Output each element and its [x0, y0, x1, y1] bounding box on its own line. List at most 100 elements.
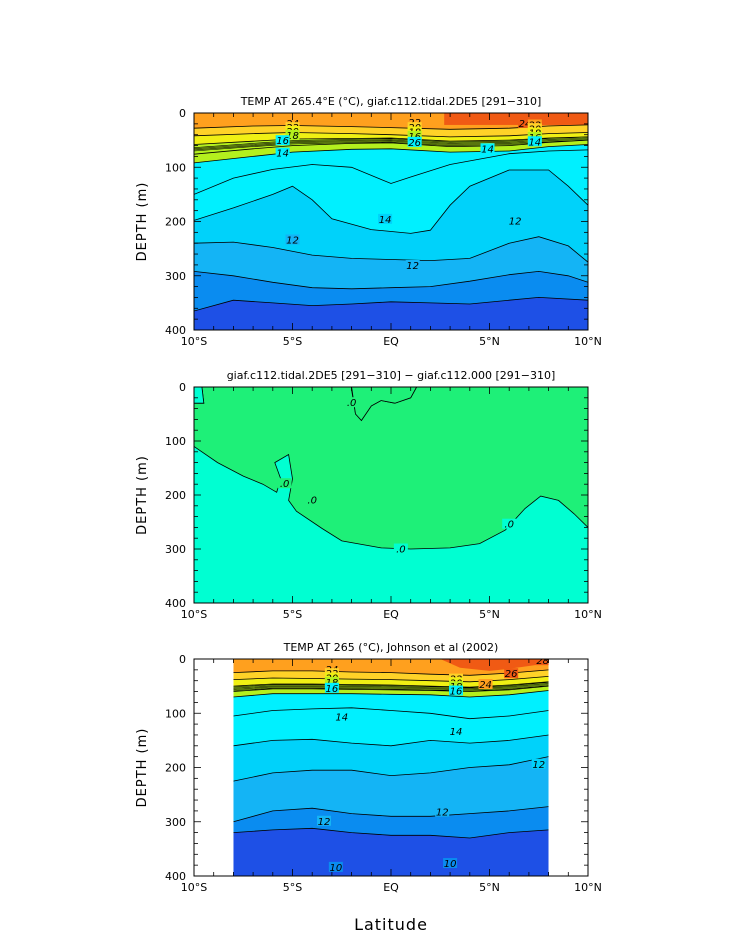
contour-label: .0	[307, 495, 317, 506]
x-tick-label: 5°N	[479, 335, 500, 348]
x-tick-label: 10°N	[574, 335, 602, 348]
contour-label-bg	[334, 711, 349, 722]
temperature-band	[194, 136, 588, 155]
contour-label-bg	[535, 659, 549, 666]
panel-title: giaf.c112.tidal.2DE5 [291−310] − giaf.c1…	[227, 369, 556, 382]
temperature-band	[233, 735, 549, 782]
x-tick-label: EQ	[383, 335, 399, 348]
contour-label: .0	[396, 545, 406, 556]
x-tick-label: EQ	[383, 608, 399, 621]
temperature-band	[194, 271, 588, 311]
contour-label-bg	[443, 858, 458, 869]
x-tick-label: 10°S	[181, 608, 207, 621]
panel-3-axes: 10°S 5°S EQ 5°N 10°N 0 100 200 300 400 TEMP AT 265…	[135, 641, 602, 934]
temperature-band	[233, 806, 549, 838]
contour-label: 16	[450, 687, 463, 698]
y-tick-label: 300	[165, 543, 186, 556]
contour-label-bg	[502, 518, 517, 529]
contour-label-bg	[517, 117, 532, 128]
panel-3-plot: 24222018161414121212101028262422201816	[233, 659, 549, 876]
contour-label-bg	[405, 259, 420, 270]
contour-label: 14	[528, 137, 541, 148]
x-tick-label: 10°N	[574, 881, 602, 894]
temperature-band	[194, 297, 588, 330]
contour-label-bg	[324, 676, 339, 687]
isotherm-line	[233, 669, 549, 676]
warm-pool-band	[440, 659, 549, 671]
contour-label-bg	[531, 758, 546, 769]
isotherm-line	[233, 690, 549, 698]
temperature-band	[233, 756, 549, 822]
y-tick-label: 400	[165, 324, 186, 337]
contour-label: 12	[318, 817, 331, 828]
x-tick-label: EQ	[383, 881, 399, 894]
y-tick-label: 400	[165, 597, 186, 610]
contour-label: 12	[532, 760, 545, 771]
contour-label-bg	[449, 726, 464, 737]
y-tick-label: 100	[165, 707, 186, 720]
temperature-band	[233, 669, 549, 682]
panel-1-plot: 2422201816141414121212222018162624222018…	[194, 113, 588, 330]
isotherm-line	[194, 296, 588, 312]
temperature-band	[194, 149, 588, 234]
contour-label-bg	[449, 685, 464, 696]
x-tick-label: 5°N	[479, 608, 500, 621]
temperature-band	[194, 236, 588, 289]
contour-label-bg	[275, 135, 290, 146]
y-axis-label: DEPTH (m)	[135, 455, 150, 535]
contour-label: 24	[479, 680, 492, 691]
x-tick-label: 5°S	[283, 608, 302, 621]
contour-label: 18	[286, 131, 299, 142]
contour-label-bg	[407, 136, 422, 147]
contour-label: 14	[335, 713, 348, 724]
x-tick-label: 5°N	[479, 881, 500, 894]
contour-label: 10	[444, 859, 457, 870]
contour-label: 12	[509, 217, 522, 228]
isotherm-line	[233, 707, 549, 720]
y-axis-label: DEPTH (m)	[135, 182, 150, 262]
contour-label-bg	[478, 679, 493, 690]
contour-label-bg	[407, 130, 422, 141]
contour-label-bg	[407, 116, 422, 127]
isotherm-line	[233, 685, 549, 692]
y-tick-label: 200	[165, 216, 186, 229]
y-tick-label: 0	[179, 107, 186, 120]
contour-label: 10	[329, 863, 342, 874]
isotherm-line	[233, 685, 549, 692]
temperature-band	[233, 707, 549, 746]
isotherm-line	[233, 682, 549, 689]
contour-label-bg	[393, 543, 408, 554]
y-tick-label: 100	[165, 435, 186, 448]
panel-title: TEMP AT 265.4°E (°C), giaf.c112.tidal.2D…	[240, 95, 542, 108]
x-tick-label: 10°S	[181, 881, 207, 894]
contour-label-bg	[285, 129, 300, 140]
temperature-band	[233, 828, 549, 876]
contour-label-bg	[378, 213, 393, 224]
contour-label: 16	[276, 136, 289, 147]
x-axis-label: Latitude	[354, 915, 428, 934]
contour-label-bg	[275, 147, 290, 158]
contour-label: .0	[347, 398, 357, 409]
panel-2-axes: 10°S 5°S EQ 5°N 10°N 0 100 200 300 400 giaf.c112.t…	[135, 369, 602, 621]
y-tick-label: 200	[165, 762, 186, 775]
panel-2-plot: .0 .0 .0 .0 .0	[193, 386, 589, 603]
contour-label: 26	[408, 138, 421, 149]
isotherm-line	[194, 169, 588, 234]
contour-label: 12	[406, 261, 419, 272]
isotherm-line	[194, 144, 588, 164]
y-tick-label: 300	[165, 816, 186, 829]
x-tick-label: 10°N	[574, 608, 602, 621]
contour-label: 16	[326, 684, 339, 695]
panel-title: TEMP AT 265 (°C), Johnson et al (2002)	[283, 641, 499, 654]
contour-label-bg	[527, 136, 542, 147]
contour-label-bg	[328, 861, 343, 872]
contour-label-bg	[305, 494, 320, 505]
x-tick-label: 5°S	[283, 881, 302, 894]
contour-label-bg	[277, 478, 292, 489]
isotherm-line	[233, 756, 549, 782]
contour-label: 14	[276, 149, 289, 160]
negative-region	[193, 386, 205, 404]
contour-label: 12	[286, 235, 299, 246]
contour-label-bg	[324, 682, 339, 693]
